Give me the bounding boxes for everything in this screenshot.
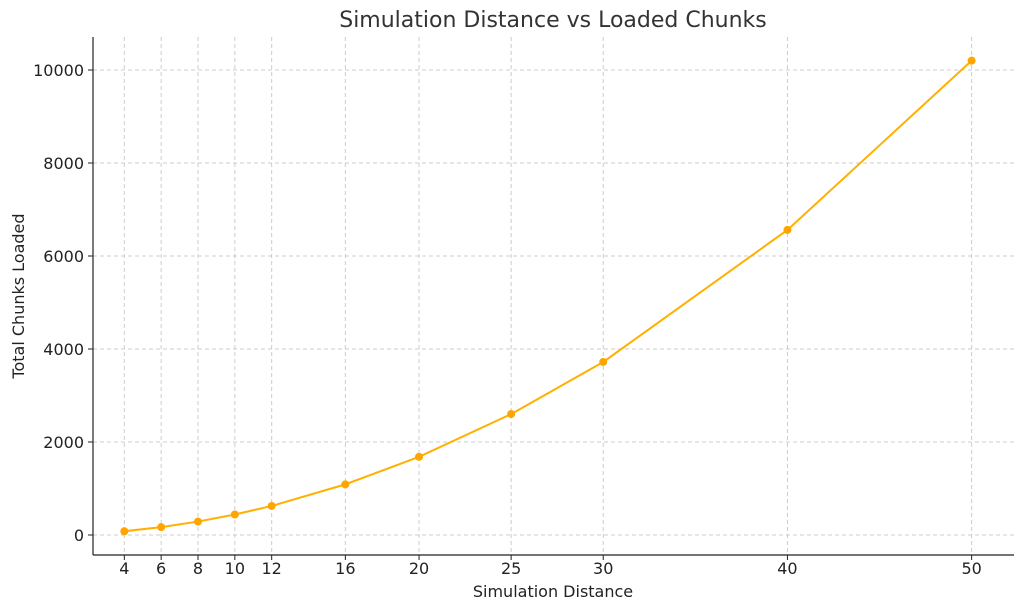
data-point bbox=[267, 501, 276, 510]
x-tick-label: 12 bbox=[261, 559, 281, 578]
x-tick-label: 10 bbox=[225, 559, 245, 578]
data-point bbox=[193, 517, 202, 526]
x-tick-label: 8 bbox=[193, 559, 203, 578]
series-chunks bbox=[120, 56, 976, 536]
y-tick-label: 8000 bbox=[43, 154, 84, 173]
x-tick-label: 6 bbox=[156, 559, 166, 578]
data-point bbox=[341, 480, 350, 489]
data-point bbox=[783, 225, 792, 234]
data-point bbox=[967, 56, 976, 65]
x-tick-label: 4 bbox=[119, 559, 129, 578]
x-tick-label: 40 bbox=[777, 559, 797, 578]
x-tick-label: 30 bbox=[593, 559, 613, 578]
data-point bbox=[599, 357, 608, 366]
grid bbox=[93, 37, 1014, 555]
y-tick-label: 0 bbox=[74, 526, 84, 545]
x-tick-label: 50 bbox=[961, 559, 981, 578]
y-tick-label: 6000 bbox=[43, 247, 84, 266]
data-point bbox=[507, 410, 516, 419]
data-point bbox=[120, 527, 129, 536]
series-line bbox=[124, 59, 973, 533]
data-point bbox=[157, 523, 166, 532]
ticks: 4 6 8 10 12 16 20 25 30 40 50 0 2000 4000 6000 8000 1000… bbox=[33, 61, 982, 578]
y-tick-label: 10000 bbox=[33, 61, 84, 80]
x-tick-label: 20 bbox=[409, 559, 429, 578]
chart-title: Simulation Distance vs Loaded Chunks bbox=[339, 8, 767, 33]
y-tick-label: 2000 bbox=[43, 433, 84, 452]
y-axis-label: Total Chunks Loaded bbox=[9, 213, 28, 379]
x-tick-label: 25 bbox=[501, 559, 521, 578]
y-tick-label: 4000 bbox=[43, 340, 84, 359]
data-point bbox=[415, 452, 424, 461]
x-axis-label: Simulation Distance bbox=[473, 582, 633, 601]
x-tick-label: 16 bbox=[335, 559, 355, 578]
data-point bbox=[230, 510, 239, 519]
